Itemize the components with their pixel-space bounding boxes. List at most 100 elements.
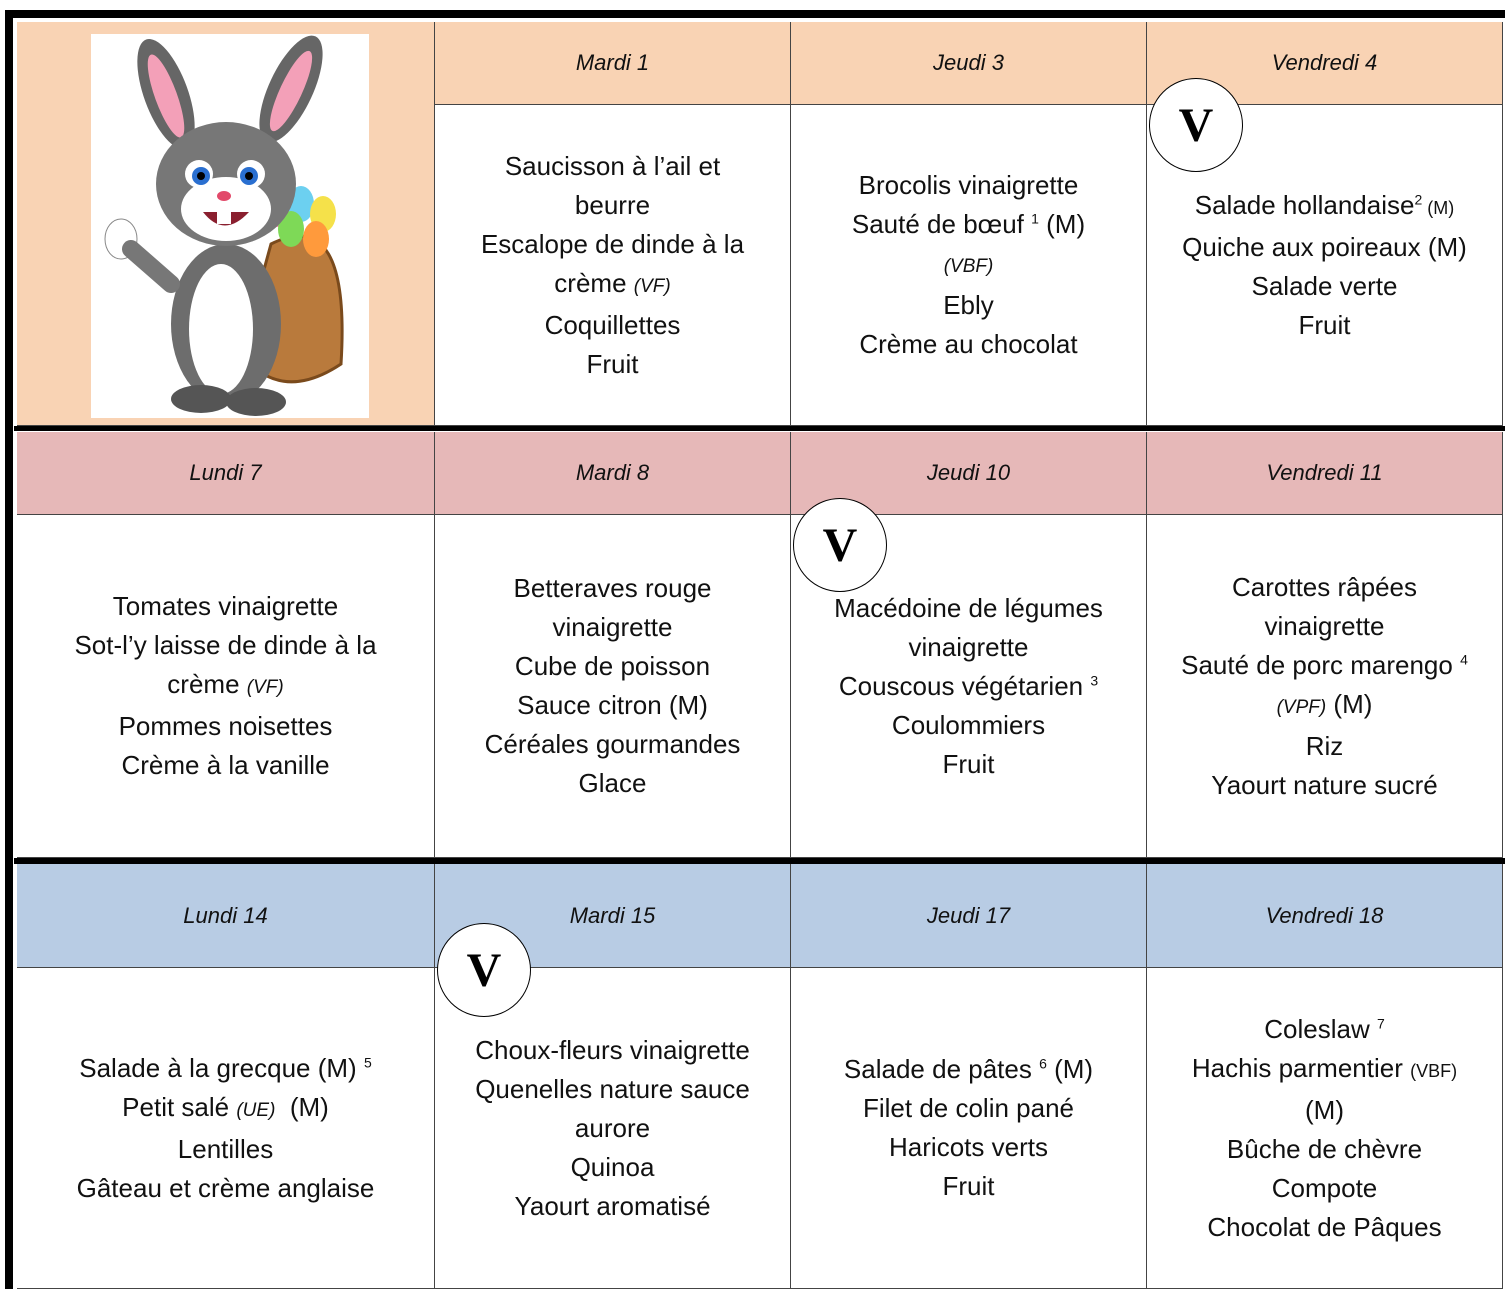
menu-line: (VBF) <box>944 244 994 286</box>
menu-note: (VF) <box>246 677 284 698</box>
menu-text: Yaourt nature sucré <box>1211 769 1438 800</box>
menu-line: Céréales gourmandes <box>485 725 741 764</box>
menu-text: Sot-l’y laisse de dinde à la <box>74 630 377 660</box>
day-header: Jeudi 3 <box>791 22 1147 105</box>
menu-text: Hachis parmentier <box>1191 1052 1411 1083</box>
menu-text: Glace <box>578 768 647 798</box>
menu-text: Carottes râpées <box>1232 571 1417 602</box>
menu-line: Carottes râpées <box>1232 568 1417 607</box>
menu-text: Macédoine de légumes <box>834 592 1103 623</box>
menu-line: crème (VF) <box>167 665 283 707</box>
menu-line: Crème à la vanille <box>121 746 329 785</box>
menu-line: Fruit <box>1299 306 1351 345</box>
menu-text: Salade hollandaise <box>1194 189 1415 220</box>
vegetarian-badge: V <box>1149 78 1243 172</box>
day-menu: Coleslaw 7 Hachis parmentier (VBF) (M) Bûch… <box>1147 968 1503 1289</box>
menu-text: (M) <box>1046 1054 1094 1084</box>
footnote-ref: 5 <box>363 1053 372 1070</box>
menu-text: Bûche de chèvre <box>1226 1133 1423 1164</box>
menu-text: Escalope de dinde à la <box>480 228 745 259</box>
menu-text: Coleslaw <box>1264 1013 1377 1044</box>
menu-text: Yaourt aromatisé <box>514 1190 711 1221</box>
menu-note: (VPF) <box>1276 696 1327 718</box>
menu-line: Filet de colin pané <box>863 1089 1074 1128</box>
menu-text: Salade à la grecque (M) <box>79 1052 364 1083</box>
menu-text: crème <box>554 267 634 298</box>
menu-line: Sot-l’y laisse de dinde à la <box>74 626 376 665</box>
menu-line: Compote <box>1272 1169 1378 1208</box>
menu-line: Coleslaw 7 <box>1264 1010 1385 1049</box>
menu-line: Pommes noisettes <box>119 707 333 746</box>
menu-note: (VF) <box>633 275 671 297</box>
day-menu: Macédoine de légumes vinaigrette Couscous … <box>791 515 1147 858</box>
menu-text: Fruit <box>942 748 995 779</box>
menu-text: Pommes noisettes <box>118 711 333 741</box>
menu-text: Coquillettes <box>544 309 681 340</box>
day-menu: Carottes râpées vinaigrette Sauté de porc … <box>1147 515 1503 858</box>
menu-text: aurore <box>574 1112 651 1143</box>
menu-text: Brocolis vinaigrette <box>858 170 1079 200</box>
day-header: Lundi 14 <box>17 864 435 968</box>
footnote-ref: 1 <box>1031 210 1039 227</box>
menu-line: Cube de poisson <box>515 647 710 686</box>
menu-line: Macédoine de légumes <box>834 589 1103 628</box>
menu-text: Sauté de porc marengo <box>1181 649 1461 680</box>
menu-text: Saucisson à l’ail et <box>504 150 721 181</box>
menu-line: Haricots verts <box>889 1128 1048 1167</box>
menu-line: vinaigrette <box>909 628 1029 667</box>
week-separator <box>14 858 1505 864</box>
menu-text: Crème à la vanille <box>121 750 330 780</box>
menu-line: Salade à la grecque (M) 5 <box>79 1049 372 1088</box>
menu-line: vinaigrette <box>553 608 673 647</box>
menu-line: Sauté de porc marengo 4 <box>1181 646 1468 685</box>
menu-text: Fruit <box>1298 309 1351 340</box>
menu-line: beurre <box>575 186 650 225</box>
menu-text: (M) <box>275 1091 329 1122</box>
menu-line: Yaourt aromatisé <box>514 1187 710 1226</box>
menu-line: Ebly <box>943 286 994 325</box>
menu-text: Tomates vinaigrette <box>112 591 339 621</box>
day-menu: Salade de pâtes 6 (M) Filet de colin pané… <box>791 968 1147 1289</box>
day-menu: Brocolis vinaigrette Sauté de bœuf 1 (M)(… <box>791 105 1147 426</box>
menu-note: (VBF) <box>1410 1060 1458 1081</box>
menu-text: Compote <box>1271 1172 1378 1203</box>
menu-line: Choux-fleurs vinaigrette <box>475 1031 750 1070</box>
menu-text: Ebly <box>943 290 994 320</box>
menu-line: Escalope de dinde à la <box>481 225 744 264</box>
menu-line: (M) <box>1305 1091 1344 1130</box>
menu-text: vinaigrette <box>1264 610 1385 641</box>
menu-text: Petit salé <box>122 1091 237 1122</box>
menu-text: Quenelles nature sauce <box>475 1073 750 1104</box>
menu-text: vinaigrette <box>552 612 673 642</box>
day-header: Lundi 7 <box>17 432 435 515</box>
menu-text: Cube de poisson <box>514 651 711 681</box>
menu-line: Petit salé (UE) (M) <box>122 1088 329 1130</box>
menu-text: Sauté de bœuf <box>851 209 1032 239</box>
menu-line: Lentilles <box>178 1130 273 1169</box>
menu-line: Couscous végétarien 3 <box>839 667 1098 706</box>
day-header: Vendredi 18 <box>1147 864 1503 968</box>
menu-text: Riz <box>1305 730 1344 761</box>
footnote-ref: 2 <box>1414 190 1423 207</box>
menu-text: Lentilles <box>177 1133 274 1164</box>
day-menu: Choux-fleurs vinaigrette Quenelles nature… <box>435 968 791 1289</box>
footnote-ref: 4 <box>1460 650 1468 667</box>
menu-line: Crème au chocolat <box>859 325 1077 364</box>
menu-text: Salade de pâtes <box>843 1054 1040 1084</box>
week-separator <box>14 426 1505 431</box>
menu-text: Salade verte <box>1251 270 1398 301</box>
menu-note: (M) <box>1422 197 1455 218</box>
menu-line: Chocolat de Pâques <box>1207 1208 1441 1247</box>
menu-line: Fruit <box>943 1167 995 1206</box>
image-cell <box>17 22 435 426</box>
menu-text: (M) <box>1305 1094 1344 1125</box>
menu-text: Fruit <box>942 1171 995 1201</box>
menu-line: Salade de pâtes 6 (M) <box>844 1050 1093 1089</box>
day-header: Vendredi 11 <box>1147 432 1503 515</box>
vegetarian-badge: V <box>793 498 887 592</box>
menu-text: crème <box>167 669 247 699</box>
menu-line: crème (VF) <box>554 264 670 306</box>
menu-note: (VBF) <box>943 256 994 277</box>
menu-note: (UE) <box>236 1099 276 1121</box>
